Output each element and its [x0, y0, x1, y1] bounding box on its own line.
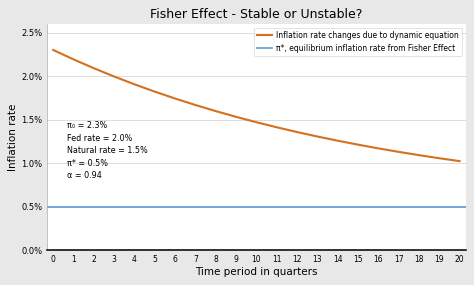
Inflation rate changes due to dynamic equation [192, 103, 198, 107]
π*, equilibrium inflation rate from Fisher Effect [71, 205, 76, 208]
Inflation rate changes due to dynamic equation [355, 143, 361, 146]
Inflation rate changes due to dynamic equation [152, 90, 158, 93]
Y-axis label: Inflation rate: Inflation rate [9, 103, 18, 171]
Inflation rate changes due to dynamic equation [172, 97, 178, 100]
Inflation rate changes due to dynamic equation [50, 48, 56, 52]
Inflation rate changes due to dynamic equation [213, 109, 219, 113]
Inflation rate changes due to dynamic equation [91, 66, 97, 70]
Inflation rate changes due to dynamic equation [294, 130, 300, 134]
Inflation rate changes due to dynamic equation [233, 115, 239, 119]
Inflation rate changes due to dynamic equation [437, 156, 442, 160]
Inflation rate changes due to dynamic equation [396, 150, 401, 154]
Inflation rate changes due to dynamic equation [314, 135, 320, 138]
Text: π₀ = 2.3%
Fed rate = 2.0%
Natural rate = 1.5%
π* = 0.5%
α = 0.94: π₀ = 2.3% Fed rate = 2.0% Natural rate =… [67, 121, 148, 180]
Inflation rate changes due to dynamic equation [71, 58, 76, 61]
Inflation rate changes due to dynamic equation [111, 75, 117, 78]
X-axis label: Time period in quarters: Time period in quarters [195, 267, 318, 277]
Inflation rate changes due to dynamic equation [254, 121, 259, 124]
Inflation rate changes due to dynamic equation [335, 139, 340, 142]
Line: Inflation rate changes due to dynamic equation: Inflation rate changes due to dynamic eq… [53, 50, 460, 161]
Title: Fisher Effect - Stable or Unstable?: Fisher Effect - Stable or Unstable? [150, 8, 363, 21]
π*, equilibrium inflation rate from Fisher Effect [50, 205, 56, 208]
Inflation rate changes due to dynamic equation [375, 147, 381, 150]
Legend: Inflation rate changes due to dynamic equation, π*, equilibrium inflation rate f: Inflation rate changes due to dynamic eq… [254, 28, 462, 56]
Inflation rate changes due to dynamic equation [457, 159, 463, 163]
Inflation rate changes due to dynamic equation [132, 83, 137, 86]
Inflation rate changes due to dynamic equation [416, 153, 422, 157]
Inflation rate changes due to dynamic equation [274, 126, 280, 129]
